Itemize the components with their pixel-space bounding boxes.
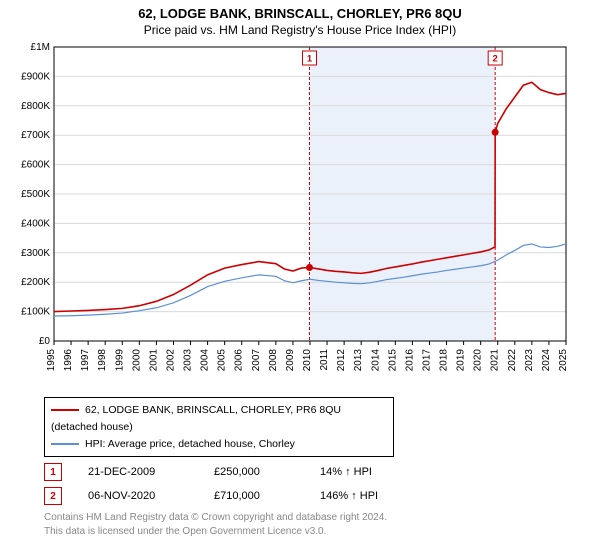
sale-marker-dot (492, 129, 499, 136)
x-tick-label: 2004 (200, 349, 211, 372)
footer-copyright: Contains HM Land Registry data © Crown c… (44, 511, 600, 525)
x-tick-label: 2021 (490, 349, 501, 372)
y-tick-label: £100K (21, 307, 50, 318)
y-tick-label: £200K (21, 277, 50, 288)
x-tick-label: 2010 (302, 349, 313, 372)
x-tick-label: 2013 (353, 349, 364, 372)
x-tick-label: 2025 (558, 349, 569, 372)
x-tick-label: 1998 (97, 349, 108, 372)
x-tick-label: 2007 (251, 349, 262, 372)
sale-row-delta: 146% ↑ HPI (320, 490, 378, 502)
x-tick-label: 2001 (148, 349, 159, 372)
x-tick-label: 2020 (473, 349, 484, 372)
sale-row-date: 06-NOV-2020 (88, 490, 188, 502)
chart-svg: £0 £100K £200K £300K £400K £500K £600K £700K £80… (10, 41, 570, 391)
x-tick-label: 2002 (165, 349, 176, 372)
legend-item: 62, LODGE BANK, BRINSCALL, CHORLEY, PR6 … (51, 402, 387, 436)
chart: £0 £100K £200K £300K £400K £500K £600K £700K £80… (10, 41, 570, 391)
x-tick-label: 2009 (285, 349, 296, 372)
x-tick-label: 2016 (404, 349, 415, 372)
y-tick-label: £0 (39, 336, 51, 347)
page-subtitle: Price paid vs. HM Land Registry's House … (0, 21, 600, 41)
sale-row: 2 06-NOV-2020 £710,000 146% ↑ HPI (44, 487, 600, 505)
x-tick-label: 1996 (63, 349, 74, 372)
x-tick-label: 2006 (234, 349, 245, 372)
y-tick-label: £900K (21, 71, 50, 82)
page: 62, LODGE BANK, BRINSCALL, CHORLEY, PR6 … (0, 0, 600, 560)
sale-row-date: 21-DEC-2009 (88, 466, 188, 478)
x-tick-label: 2015 (387, 349, 398, 372)
sale-row-price: £710,000 (214, 490, 294, 502)
sale-marker-dot (306, 264, 313, 271)
x-tick-label: 2012 (336, 349, 347, 372)
y-tick-label: £300K (21, 248, 50, 259)
x-tick-label: 1999 (114, 349, 125, 372)
legend: 62, LODGE BANK, BRINSCALL, CHORLEY, PR6 … (44, 397, 394, 457)
x-tick-label: 2003 (183, 349, 194, 372)
legend-swatch (51, 409, 79, 411)
x-tick-label: 2014 (370, 349, 381, 372)
x-tick-label: 2008 (268, 349, 279, 372)
x-tick-label: 2024 (541, 349, 552, 372)
legend-label: 62, LODGE BANK, BRINSCALL, CHORLEY, PR6 … (51, 404, 341, 433)
y-tick-label: £800K (21, 101, 50, 112)
x-tick-label: 1995 (46, 349, 57, 372)
legend-swatch (51, 443, 79, 445)
x-tick-label: 2000 (131, 349, 142, 372)
x-tick-label: 2017 (421, 349, 432, 372)
x-tick-label: 2018 (439, 349, 450, 372)
page-title: 62, LODGE BANK, BRINSCALL, CHORLEY, PR6 … (0, 0, 600, 21)
y-tick-label: £500K (21, 189, 50, 200)
x-tick-label: 2005 (217, 349, 228, 372)
x-tick-label: 2011 (319, 349, 330, 371)
y-tick-label: £600K (21, 160, 50, 171)
sale-row-delta: 14% ↑ HPI (320, 466, 372, 478)
sale-row-marker: 1 (44, 463, 62, 481)
footer-licence: This data is licensed under the Open Gov… (44, 525, 600, 539)
sale-marker-number: 1 (307, 54, 313, 65)
sale-marker-number: 2 (493, 54, 498, 65)
sales-table: 1 21-DEC-2009 £250,000 14% ↑ HPI 2 06-NOV-202… (0, 463, 600, 505)
x-tick-label: 2022 (507, 349, 518, 372)
y-tick-label: £700K (21, 130, 50, 141)
x-tick-label: 2019 (456, 349, 467, 372)
y-tick-label: £400K (21, 218, 50, 229)
legend-item: HPI: Average price, detached house, Chor… (51, 436, 387, 453)
y-tick-label: £1M (31, 42, 50, 53)
footer: Contains HM Land Registry data © Crown c… (44, 511, 600, 538)
sale-row: 1 21-DEC-2009 £250,000 14% ↑ HPI (44, 463, 600, 481)
sale-row-marker: 2 (44, 487, 62, 505)
sale-row-price: £250,000 (214, 466, 294, 478)
x-tick-label: 2023 (524, 349, 535, 372)
x-tick-label: 1997 (80, 349, 91, 372)
legend-label: HPI: Average price, detached house, Chor… (85, 438, 295, 450)
